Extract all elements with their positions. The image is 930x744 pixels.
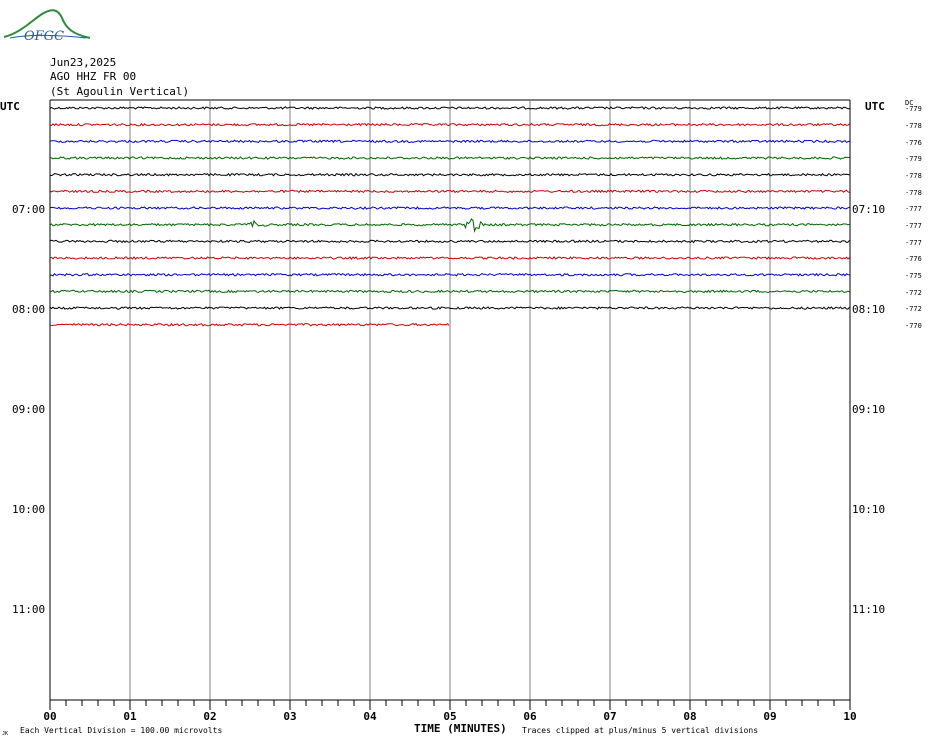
dc-value: -779	[905, 155, 922, 163]
dc-value: -777	[905, 239, 922, 247]
logo-mountain-icon	[3, 9, 91, 39]
x-tick-label: 01	[123, 710, 137, 723]
dc-value: -772	[905, 305, 922, 313]
right-hour-labels: 07:10 08:10 09:10 10:10 11:10	[852, 203, 885, 616]
right-hour-label: 11:10	[852, 603, 885, 616]
dc-value: -777	[905, 222, 922, 230]
right-hour-label: 09:10	[852, 403, 885, 416]
seismic-trace	[49, 239, 850, 244]
dc-value: -772	[905, 289, 922, 297]
dc-value: -778	[905, 189, 922, 197]
seismic-trace	[49, 189, 850, 194]
seismic-trace	[49, 306, 850, 310]
right-hour-label: 08:10	[852, 303, 885, 316]
dc-value: -777	[905, 205, 922, 213]
x-tick-label: 07	[603, 710, 616, 723]
seismic-trace	[49, 289, 850, 294]
dc-value: -778	[905, 122, 922, 130]
seismic-trace	[49, 139, 850, 144]
x-tick-label: 02	[203, 710, 216, 723]
dc-value: -779	[905, 105, 922, 113]
left-hour-labels: 07:00 08:00 09:00 10:00 11:00	[12, 203, 45, 616]
x-tick-label: 09	[763, 710, 776, 723]
left-hour-label: 10:00	[12, 503, 45, 516]
dc-value: -776	[905, 255, 922, 263]
clip-note: Traces clipped at plus/minus 5 vertical …	[522, 726, 758, 735]
x-tick-label: 08	[683, 710, 696, 723]
dc-value: -776	[905, 139, 922, 147]
header-station: AGO HHZ FR 00	[50, 70, 136, 83]
x-tick-label: 06	[523, 710, 537, 723]
right-hour-label: 10:10	[852, 503, 885, 516]
dc-value: -775	[905, 272, 922, 280]
logo-text: OFGC	[24, 29, 64, 44]
x-axis-title: TIME (MINUTES)	[414, 722, 507, 735]
seismic-trace	[49, 122, 850, 127]
dc-label: DC	[905, 99, 913, 107]
seismic-trace	[49, 322, 450, 327]
left-utc-label: UTC	[0, 100, 20, 113]
logo-wave-icon	[9, 34, 87, 39]
seismic-trace	[49, 106, 850, 110]
seismic-trace	[49, 218, 850, 233]
dc-value: -770	[905, 322, 922, 330]
seismic-traces	[49, 106, 850, 327]
right-hour-label: 07:10	[852, 203, 885, 216]
x-tick-label: 05	[443, 710, 456, 723]
dc-values: -779 -778 -776 -779 -778 -778 -777 -777 …	[905, 105, 922, 330]
x-tick-label: 04	[363, 710, 377, 723]
seismic-trace	[49, 206, 850, 210]
corner-mark: JK	[2, 731, 8, 737]
left-hour-label: 07:00	[12, 203, 45, 216]
plot-frame	[49, 99, 851, 710]
seismic-trace	[49, 272, 850, 277]
left-hour-label: 08:00	[12, 303, 45, 316]
left-hour-label: 11:00	[12, 603, 45, 616]
x-tick-label: 00	[43, 710, 56, 723]
division-note: Each Vertical Division = 100.00 microvol…	[20, 726, 222, 735]
left-hour-label: 09:00	[12, 403, 45, 416]
x-tick-label: 03	[283, 710, 296, 723]
ofgc-logo: OFGC	[3, 9, 91, 44]
seismic-trace	[49, 156, 850, 160]
seismic-trace	[49, 256, 850, 260]
right-utc-label: UTC	[865, 100, 885, 113]
header-date: Jun23,2025	[50, 56, 116, 69]
x-tick-label: 10	[843, 710, 856, 723]
seismic-trace	[49, 172, 850, 177]
header-location: (St Agoulin Vertical)	[50, 85, 189, 98]
x-tick-labels: 00 01 02 03 04 05 06 07 08 09 10	[43, 710, 856, 723]
dc-value: -778	[905, 172, 922, 180]
